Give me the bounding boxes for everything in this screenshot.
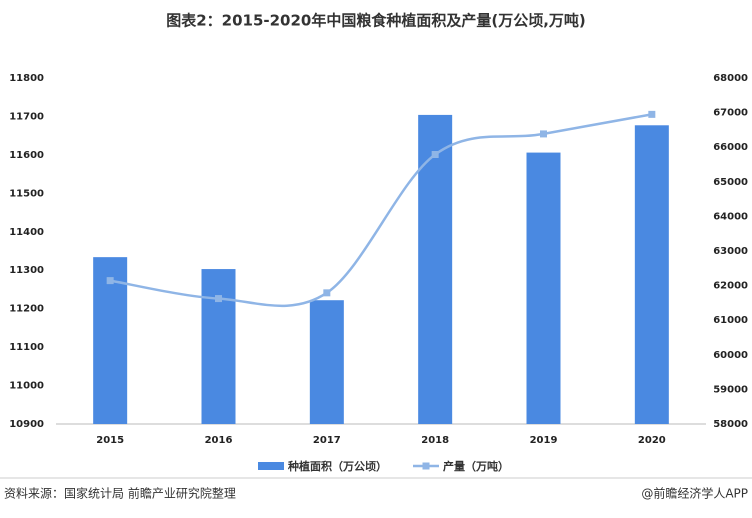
y2-tick-label: 59000 xyxy=(713,384,748,395)
y2-tick-label: 64000 xyxy=(713,211,748,222)
marker xyxy=(648,110,656,118)
legend-label: 产量（万吨） xyxy=(443,459,509,473)
legend-swatch xyxy=(422,462,430,470)
y2-tick-label: 66000 xyxy=(713,142,748,153)
marker xyxy=(323,289,331,297)
x-tick-label: 2017 xyxy=(313,435,341,446)
credit: @前瞻经济学人APP xyxy=(641,486,748,501)
y-tick-label: 11500 xyxy=(9,188,44,199)
bar xyxy=(93,257,128,424)
legend-label: 种植面积（万公顷） xyxy=(287,459,387,473)
bar xyxy=(201,269,236,424)
x-tick-label: 2020 xyxy=(638,435,666,446)
y-tick-label: 11800 xyxy=(9,73,44,84)
bar xyxy=(526,152,561,425)
marker xyxy=(106,277,114,285)
bar xyxy=(309,300,344,424)
y-tick-label: 11300 xyxy=(9,265,44,276)
y2-tick-label: 67000 xyxy=(713,108,748,119)
x-tick-label: 2015 xyxy=(96,435,124,446)
y2-tick-label: 61000 xyxy=(713,315,748,326)
source: 资料来源：国家统计局 前瞻产业研究院整理 xyxy=(4,486,236,501)
marker xyxy=(540,130,547,138)
bar xyxy=(418,114,453,424)
y2-tick-label: 62000 xyxy=(713,281,748,292)
legend-swatch xyxy=(258,462,284,470)
y2-tick-label: 65000 xyxy=(713,177,748,188)
bar xyxy=(634,125,669,424)
y-tick-label: 11000 xyxy=(9,381,44,392)
y2-tick-label: 58000 xyxy=(713,419,748,430)
x-tick-label: 2019 xyxy=(530,435,558,446)
y-tick-label: 11700 xyxy=(9,111,44,122)
y-tick-label: 11100 xyxy=(9,342,44,353)
y2-tick-label: 68000 xyxy=(713,73,748,84)
y2-tick-label: 63000 xyxy=(713,246,748,257)
x-tick-label: 2018 xyxy=(421,435,449,446)
y-tick-label: 11200 xyxy=(9,304,44,315)
chart-title: 图表2：2015-2020年中国粮食种植面积及产量(万公顷,万吨) xyxy=(166,12,586,30)
y2-tick-label: 60000 xyxy=(713,350,748,361)
x-tick-label: 2016 xyxy=(205,435,233,446)
line xyxy=(109,113,653,307)
y-tick-label: 11600 xyxy=(9,150,44,161)
marker xyxy=(215,295,222,303)
y-tick-label: 10900 xyxy=(9,419,44,430)
y-tick-label: 11400 xyxy=(9,227,44,238)
marker xyxy=(431,151,439,159)
